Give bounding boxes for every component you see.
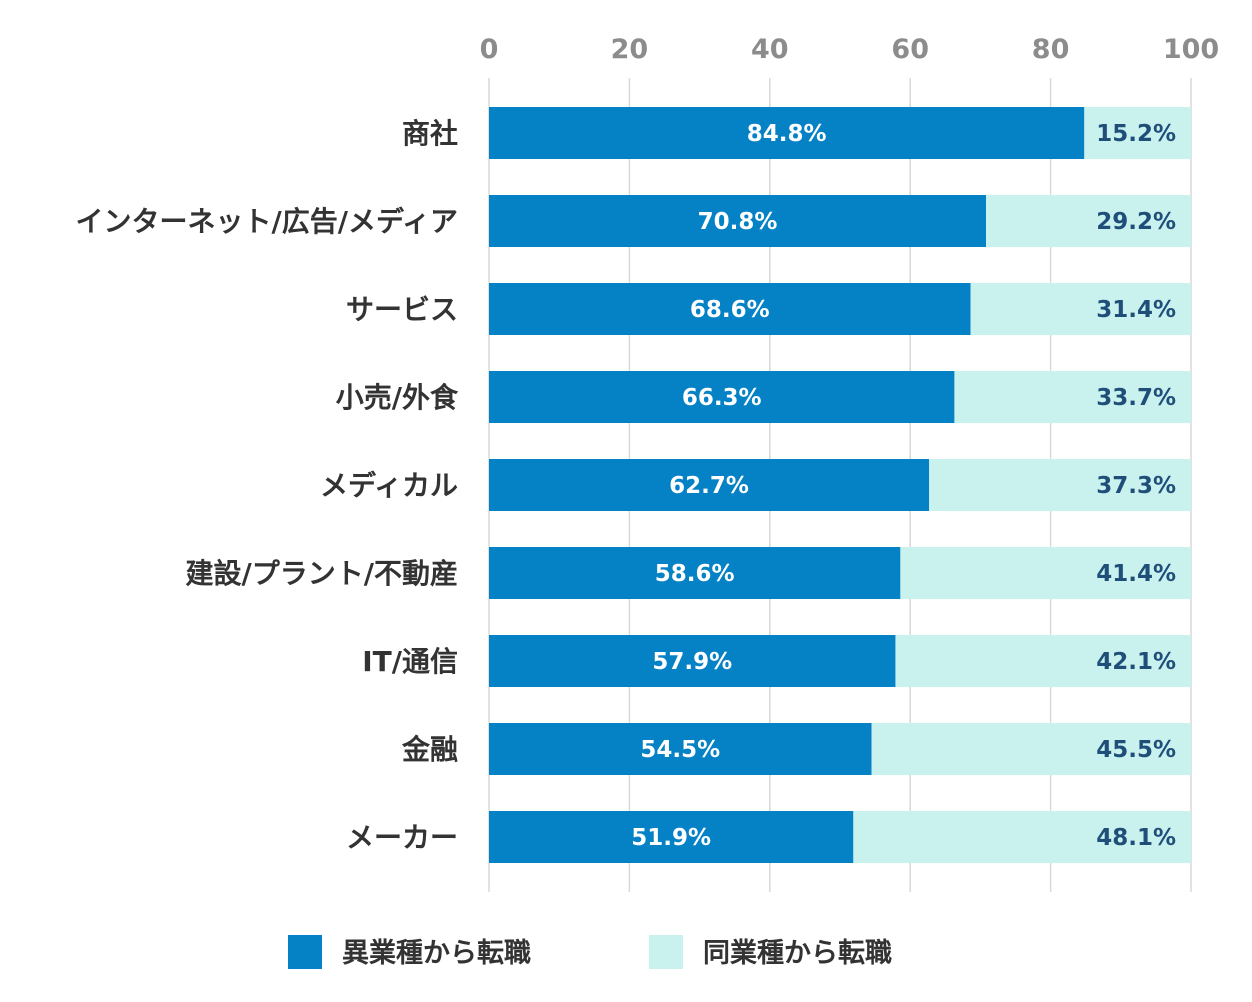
bar-segment-series-1-row-8 [853, 811, 1191, 863]
data-label-series-0-row-3: 66.3% [682, 385, 762, 411]
legend-label-0: 異業種から転職 [342, 938, 531, 969]
category-label: 金融 [401, 733, 458, 766]
category-label: メディカル [320, 469, 458, 502]
category-label: サービス [346, 293, 458, 326]
bar-segment-series-0-row-1 [489, 195, 987, 247]
bar-segment-series-0-row-5 [489, 547, 901, 599]
bar-segment-series-0-row-4 [489, 459, 930, 511]
data-label-series-1-row-0: 15.2% [1096, 121, 1176, 147]
bar-layer [489, 107, 1191, 863]
data-label-series-1-row-1: 29.2% [1096, 209, 1176, 235]
category-label: メーカー [346, 821, 458, 854]
bar-segment-series-1-row-1 [986, 195, 1191, 247]
bar-segment-series-0-row-2 [489, 283, 971, 335]
data-label-series-0-row-7: 54.5% [640, 737, 720, 763]
label-layer: 0 20 40 60 80 100 商社 84.8% 15.2% インターネット/広告/メディア 7… [76, 34, 1220, 854]
x-tick-label-20: 20 [611, 34, 649, 65]
data-label-series-0-row-4: 62.7% [669, 473, 749, 499]
bar-segment-series-1-row-5 [900, 547, 1191, 599]
data-label-series-0-row-2: 68.6% [690, 297, 770, 323]
bar-segment-series-0-row-8 [489, 811, 854, 863]
data-label-series-1-row-7: 45.5% [1096, 737, 1176, 763]
x-tick-label-60: 60 [891, 34, 929, 65]
data-label-series-0-row-5: 58.6% [655, 561, 735, 587]
data-label-series-1-row-5: 41.4% [1096, 561, 1176, 587]
bar-segment-series-1-row-7 [871, 723, 1191, 775]
data-label-series-1-row-2: 31.4% [1096, 297, 1176, 323]
bar-segment-series-1-row-3 [954, 371, 1191, 423]
data-label-series-1-row-6: 42.1% [1096, 649, 1176, 675]
x-tick-label-100: 100 [1163, 34, 1219, 65]
bar-segment-series-1-row-0 [1084, 107, 1191, 159]
x-tick-label-80: 80 [1032, 34, 1070, 65]
category-label: 小売/外食 [336, 381, 459, 414]
category-label: 商社 [402, 117, 458, 150]
legend-swatch-0 [288, 935, 322, 969]
legend: 異業種から転職 同業種から転職 [288, 935, 892, 969]
bar-segment-series-1-row-4 [929, 459, 1191, 511]
category-label: 建設/プラント/不動産 [186, 557, 458, 590]
x-tick-label-40: 40 [751, 34, 789, 65]
data-label-series-1-row-4: 37.3% [1096, 473, 1176, 499]
x-tick-label-0: 0 [480, 34, 499, 65]
bar-segment-series-0-row-0 [489, 107, 1085, 159]
data-label-series-0-row-0: 84.8% [747, 121, 827, 147]
category-label: IT/通信 [362, 645, 458, 678]
bar-segment-series-0-row-7 [489, 723, 872, 775]
bar-segment-series-0-row-6 [489, 635, 896, 687]
data-label-series-1-row-3: 33.7% [1096, 385, 1176, 411]
legend-label-1: 同業種から転職 [703, 938, 892, 969]
bar-segment-series-1-row-2 [970, 283, 1191, 335]
data-label-series-0-row-6: 57.9% [652, 649, 732, 675]
data-label-series-0-row-8: 51.9% [631, 825, 711, 851]
category-label: インターネット/広告/メディア [76, 205, 459, 238]
bar-segment-series-1-row-6 [895, 635, 1191, 687]
data-label-series-1-row-8: 48.1% [1096, 825, 1176, 851]
legend-swatch-1 [649, 935, 683, 969]
data-label-series-0-row-1: 70.8% [698, 209, 778, 235]
bar-segment-series-0-row-3 [489, 371, 955, 423]
